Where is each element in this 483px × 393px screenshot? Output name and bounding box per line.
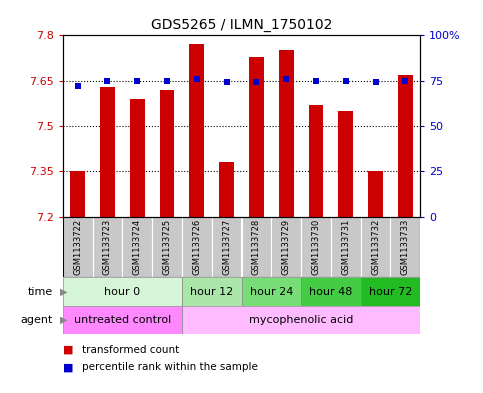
Text: GSM1133726: GSM1133726 — [192, 219, 201, 275]
Text: GSM1133730: GSM1133730 — [312, 219, 320, 275]
Text: transformed count: transformed count — [82, 345, 179, 355]
Bar — [100, 87, 115, 217]
Text: GSM1133725: GSM1133725 — [163, 219, 171, 275]
Text: ▶: ▶ — [60, 315, 68, 325]
Point — [193, 76, 201, 82]
Text: GSM1133729: GSM1133729 — [282, 219, 291, 275]
Point — [282, 76, 290, 82]
Text: GSM1133732: GSM1133732 — [371, 219, 380, 275]
Text: mycophenolic acid: mycophenolic acid — [249, 315, 353, 325]
Text: GSM1133728: GSM1133728 — [252, 219, 261, 275]
Text: GSM1133731: GSM1133731 — [341, 219, 350, 275]
Point — [223, 79, 230, 86]
Text: percentile rank within the sample: percentile rank within the sample — [82, 362, 258, 373]
Bar — [189, 44, 204, 217]
Bar — [70, 171, 85, 217]
Text: GSM1133722: GSM1133722 — [73, 219, 82, 275]
Point — [401, 77, 409, 84]
Bar — [152, 217, 182, 277]
Text: ■: ■ — [63, 345, 73, 355]
Text: hour 12: hour 12 — [190, 286, 233, 297]
Bar — [130, 99, 145, 217]
Text: GSM1133727: GSM1133727 — [222, 219, 231, 275]
Bar — [309, 105, 324, 217]
Text: agent: agent — [21, 315, 53, 325]
Bar — [212, 217, 242, 277]
Bar — [63, 306, 182, 334]
Bar — [182, 217, 212, 277]
Bar — [242, 277, 301, 306]
Bar — [331, 217, 361, 277]
Bar — [361, 217, 390, 277]
Text: time: time — [28, 286, 53, 297]
Bar — [338, 111, 353, 217]
Bar — [182, 306, 420, 334]
Point — [133, 77, 141, 84]
Point — [372, 79, 380, 86]
Bar — [390, 217, 420, 277]
Text: GSM1133724: GSM1133724 — [133, 219, 142, 275]
Point — [104, 77, 112, 84]
Bar — [271, 217, 301, 277]
Bar — [242, 217, 271, 277]
Bar — [301, 277, 361, 306]
Bar — [122, 217, 152, 277]
Text: hour 48: hour 48 — [309, 286, 353, 297]
Bar — [63, 217, 93, 277]
Text: hour 24: hour 24 — [250, 286, 293, 297]
Bar — [398, 75, 413, 217]
Text: GSM1133723: GSM1133723 — [103, 219, 112, 275]
Bar — [182, 277, 242, 306]
Text: ■: ■ — [63, 362, 73, 373]
Bar — [249, 57, 264, 217]
Text: hour 0: hour 0 — [104, 286, 141, 297]
Bar — [368, 171, 383, 217]
Text: hour 72: hour 72 — [369, 286, 412, 297]
Bar — [361, 277, 420, 306]
Text: GSM1133733: GSM1133733 — [401, 219, 410, 275]
Bar — [279, 50, 294, 217]
Text: untreated control: untreated control — [74, 315, 171, 325]
Bar — [159, 90, 174, 217]
Point — [342, 77, 350, 84]
Point — [312, 77, 320, 84]
Bar — [219, 162, 234, 217]
Bar — [93, 217, 122, 277]
Text: ▶: ▶ — [60, 286, 68, 297]
Text: GDS5265 / ILMN_1750102: GDS5265 / ILMN_1750102 — [151, 18, 332, 32]
Point — [163, 77, 171, 84]
Bar — [63, 277, 182, 306]
Point — [253, 79, 260, 86]
Point — [74, 83, 82, 89]
Bar — [301, 217, 331, 277]
